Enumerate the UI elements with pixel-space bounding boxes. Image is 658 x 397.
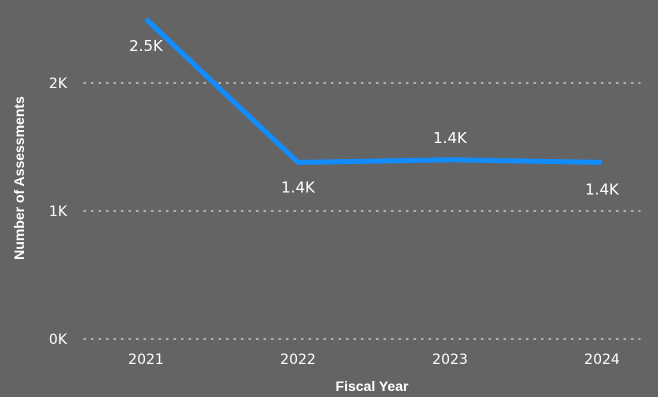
y-axis-title: Number of Assessments [11, 96, 27, 260]
y-tick-label: 2K [49, 76, 68, 92]
data-label: 2.5K [129, 37, 164, 55]
gridlines [83, 82, 641, 340]
x-tick-label: 2024 [584, 352, 620, 368]
series-line [144, 17, 603, 165]
y-tick-label: 0K [49, 332, 68, 348]
x-tick-label: 2022 [280, 352, 316, 368]
y-tick-label: 1K [49, 204, 68, 220]
data-label: 1.4K [585, 180, 620, 198]
data-labels: 2.5K 1.4K 1.4K 1.4K [129, 37, 620, 198]
data-label: 1.4K [281, 178, 316, 196]
series-layer [144, 17, 603, 165]
x-tick-label: 2023 [432, 352, 468, 368]
x-axis-title: Fiscal Year [336, 378, 409, 394]
data-label: 1.4K [433, 129, 468, 147]
x-axis-ticks: 2021 2022 2023 2024 [128, 352, 620, 368]
y-axis-ticks: 0K 1K 2K [49, 76, 68, 348]
x-tick-label: 2021 [128, 352, 164, 368]
